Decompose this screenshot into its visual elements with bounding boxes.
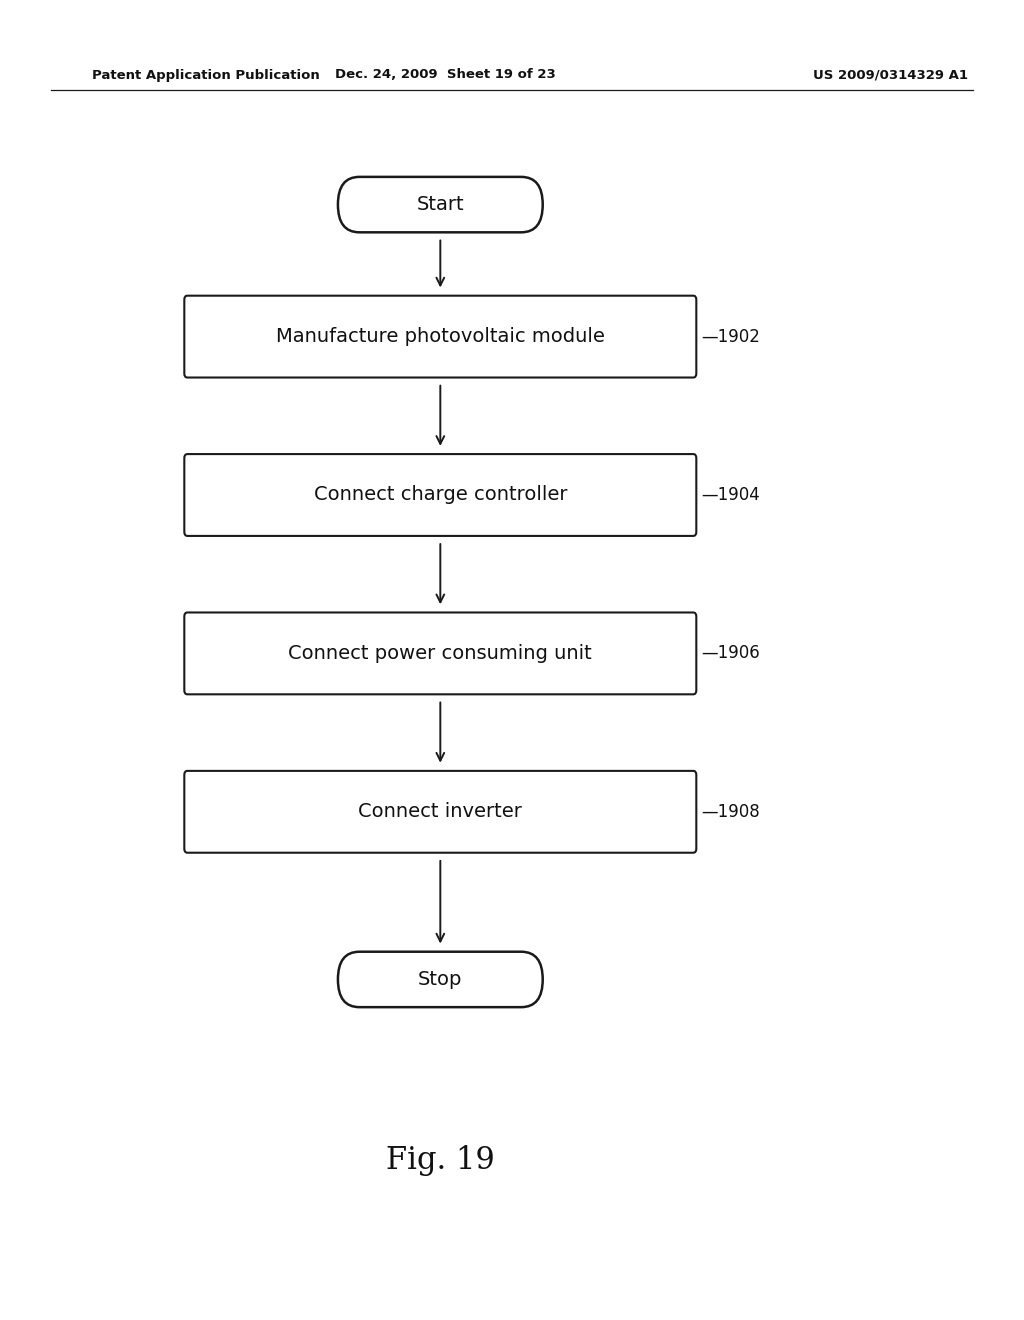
Text: Manufacture photovoltaic module: Manufacture photovoltaic module [275,327,605,346]
Text: —1904: —1904 [701,486,760,504]
Text: —1906: —1906 [701,644,760,663]
FancyBboxPatch shape [184,296,696,378]
Text: —1908: —1908 [701,803,760,821]
Text: Connect inverter: Connect inverter [358,803,522,821]
Text: Start: Start [417,195,464,214]
Text: Fig. 19: Fig. 19 [386,1144,495,1176]
Text: Dec. 24, 2009  Sheet 19 of 23: Dec. 24, 2009 Sheet 19 of 23 [335,69,556,82]
Text: Stop: Stop [418,970,463,989]
Text: —1902: —1902 [701,327,760,346]
FancyBboxPatch shape [338,177,543,232]
Text: Connect power consuming unit: Connect power consuming unit [289,644,592,663]
FancyBboxPatch shape [184,771,696,853]
Text: US 2009/0314329 A1: US 2009/0314329 A1 [813,69,969,82]
FancyBboxPatch shape [184,454,696,536]
Text: Patent Application Publication: Patent Application Publication [92,69,319,82]
FancyBboxPatch shape [338,952,543,1007]
Text: Connect charge controller: Connect charge controller [313,486,567,504]
FancyBboxPatch shape [184,612,696,694]
